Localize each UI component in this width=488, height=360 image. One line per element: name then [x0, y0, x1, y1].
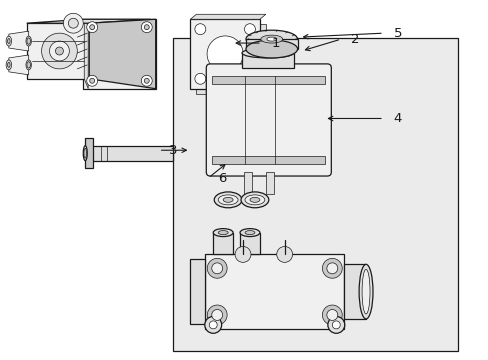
Circle shape: [211, 263, 222, 274]
Polygon shape: [9, 55, 29, 75]
Polygon shape: [190, 14, 265, 19]
Circle shape: [207, 305, 226, 325]
Ellipse shape: [218, 231, 228, 235]
Ellipse shape: [242, 48, 293, 58]
Circle shape: [49, 41, 69, 61]
Ellipse shape: [241, 192, 268, 208]
Ellipse shape: [27, 62, 30, 68]
Circle shape: [89, 25, 95, 30]
Circle shape: [144, 78, 149, 83]
Ellipse shape: [218, 195, 238, 205]
Circle shape: [326, 310, 337, 320]
Ellipse shape: [260, 35, 282, 43]
Ellipse shape: [84, 148, 86, 158]
Text: 3: 3: [168, 144, 177, 157]
Text: 5: 5: [393, 27, 402, 40]
Polygon shape: [89, 19, 155, 89]
Ellipse shape: [244, 195, 264, 205]
Circle shape: [63, 13, 83, 33]
Circle shape: [195, 24, 205, 35]
Bar: [244, 172, 251, 194]
Circle shape: [322, 305, 342, 325]
Ellipse shape: [27, 38, 30, 44]
Polygon shape: [242, 53, 293, 68]
Ellipse shape: [6, 60, 12, 70]
Circle shape: [41, 33, 77, 69]
Ellipse shape: [223, 197, 233, 202]
Bar: [205, 255, 344, 329]
Circle shape: [244, 24, 255, 35]
Polygon shape: [240, 233, 259, 255]
Text: 1: 1: [271, 37, 280, 50]
Polygon shape: [85, 138, 93, 168]
Ellipse shape: [266, 37, 276, 41]
Circle shape: [195, 73, 205, 84]
Circle shape: [209, 321, 217, 329]
Ellipse shape: [240, 229, 259, 237]
Text: 4: 4: [393, 112, 402, 125]
Ellipse shape: [6, 36, 12, 46]
Polygon shape: [344, 264, 366, 319]
Polygon shape: [91, 146, 172, 161]
Ellipse shape: [358, 264, 372, 319]
Circle shape: [55, 47, 63, 55]
Circle shape: [327, 316, 344, 333]
Polygon shape: [213, 233, 233, 255]
Circle shape: [276, 247, 292, 262]
Ellipse shape: [26, 36, 31, 46]
Bar: [172, 38, 457, 351]
Circle shape: [141, 22, 152, 33]
Circle shape: [144, 25, 149, 30]
Bar: [265, 172, 273, 194]
Ellipse shape: [244, 231, 254, 235]
Text: 2: 2: [350, 33, 359, 46]
Circle shape: [68, 18, 78, 28]
Polygon shape: [245, 39, 297, 49]
Polygon shape: [84, 23, 88, 89]
Circle shape: [244, 73, 255, 84]
Circle shape: [235, 247, 250, 262]
Bar: [212, 156, 325, 164]
Ellipse shape: [83, 146, 87, 161]
Circle shape: [86, 75, 98, 86]
Ellipse shape: [361, 269, 369, 314]
Ellipse shape: [213, 229, 233, 237]
Circle shape: [211, 310, 222, 320]
Polygon shape: [190, 260, 205, 324]
Polygon shape: [83, 19, 155, 89]
Polygon shape: [27, 23, 89, 79]
Ellipse shape: [245, 40, 297, 58]
Circle shape: [204, 316, 221, 333]
Ellipse shape: [206, 36, 243, 72]
Polygon shape: [27, 19, 150, 23]
Bar: [212, 76, 325, 84]
FancyBboxPatch shape: [206, 64, 331, 176]
Circle shape: [322, 258, 342, 278]
Circle shape: [141, 75, 152, 86]
Circle shape: [207, 258, 226, 278]
Ellipse shape: [249, 197, 259, 202]
Ellipse shape: [245, 30, 297, 48]
Polygon shape: [9, 31, 29, 51]
Ellipse shape: [8, 39, 10, 44]
Polygon shape: [190, 19, 259, 89]
Ellipse shape: [8, 62, 10, 67]
Circle shape: [332, 321, 340, 329]
Circle shape: [86, 22, 98, 33]
Text: 6: 6: [218, 171, 226, 185]
Circle shape: [326, 263, 337, 274]
Circle shape: [89, 78, 95, 83]
Ellipse shape: [214, 192, 242, 208]
Polygon shape: [196, 24, 265, 94]
Ellipse shape: [26, 60, 31, 70]
